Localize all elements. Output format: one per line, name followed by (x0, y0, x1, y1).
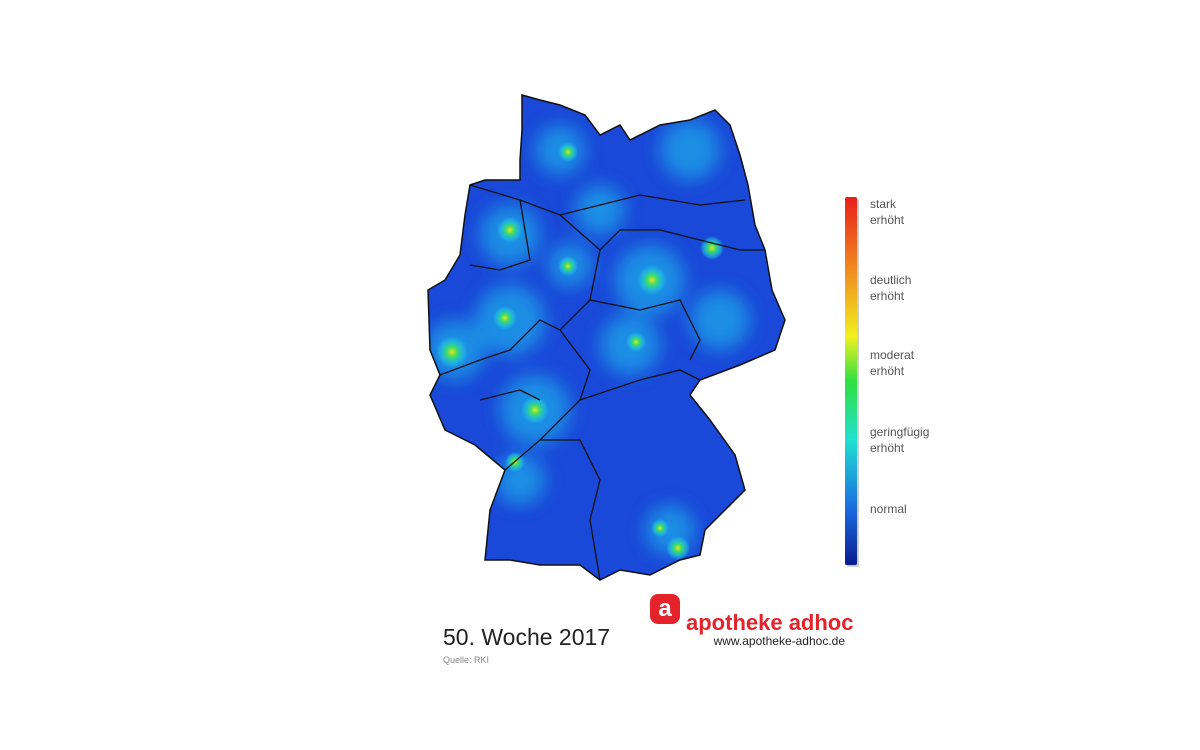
state-borders (439, 184, 765, 580)
legend-label: geringfügig (870, 425, 929, 439)
legend-label: moderat (870, 348, 915, 362)
legend-label: deutlich (870, 273, 911, 287)
legend-label: stark (870, 197, 897, 211)
country-border (427, 94, 786, 581)
map (428, 95, 785, 580)
logo-name: apotheke adhoc (686, 610, 853, 635)
legend-label: erhöht (870, 364, 905, 378)
logo-icon (650, 594, 680, 624)
legend-label: normal (870, 502, 907, 516)
legend-label: erhöht (870, 213, 905, 227)
legend-label: erhöht (870, 441, 905, 455)
legend: stark erhöht deutlich erhöht moderat erhöht ge… (870, 197, 929, 516)
logo-url: www.apotheke-adhoc.de (713, 634, 846, 648)
caption-title: 50. Woche 2017 (443, 624, 610, 650)
legend-label: erhöht (870, 289, 905, 303)
caption-source: Quelle: RKI (443, 655, 489, 665)
logo-mark: a (658, 595, 672, 622)
color-scale (845, 197, 857, 565)
